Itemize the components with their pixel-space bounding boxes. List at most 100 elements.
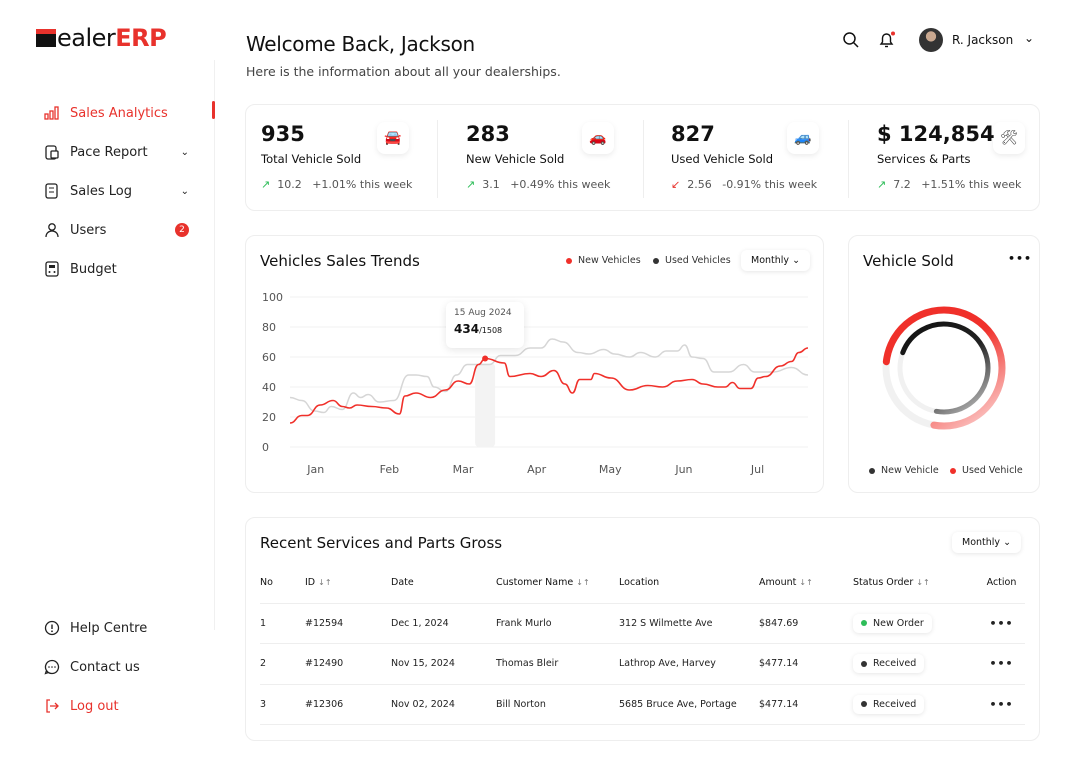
new-car-icon: 🚗 bbox=[582, 122, 614, 154]
sidebar-divider bbox=[214, 60, 215, 630]
used-vehicle-arc[interactable] bbox=[877, 301, 1011, 435]
row-actions-icon[interactable]: ••• bbox=[989, 657, 1014, 671]
stat-value: 827 bbox=[671, 122, 715, 146]
sort-icon[interactable]: ↓↑ bbox=[318, 578, 332, 588]
cell-amount: $847.69 bbox=[759, 603, 853, 644]
search-icon[interactable] bbox=[842, 31, 860, 52]
period-dropdown[interactable]: Monthly ⌄ bbox=[741, 250, 811, 271]
status-badge: Received bbox=[853, 654, 924, 673]
sidebar-item-budget[interactable]: Budget bbox=[44, 261, 189, 277]
tooltip-value: 434 bbox=[454, 322, 480, 336]
stat-change: +0.49% this week bbox=[510, 178, 611, 191]
row-actions-icon[interactable]: ••• bbox=[989, 616, 1014, 630]
series-line-used-vehicles[interactable] bbox=[289, 338, 809, 414]
stat-value: 283 bbox=[466, 122, 510, 146]
logo[interactable]: ealerERP bbox=[36, 24, 167, 52]
stat-label: Total Vehicle Sold bbox=[261, 152, 362, 166]
cell-customer: Frank Murlo bbox=[496, 603, 619, 644]
column-header: Date bbox=[391, 563, 496, 604]
card-title: Vehicle Sold bbox=[863, 252, 954, 270]
period-dropdown[interactable]: Monthly ⌄ bbox=[952, 532, 1022, 553]
series-line-new-vehicles[interactable] bbox=[289, 347, 809, 424]
column-header[interactable]: ID ↓↑ bbox=[305, 563, 391, 604]
sidebar-item-log-out[interactable]: Log out bbox=[44, 698, 189, 714]
column-header[interactable]: Amount ↓↑ bbox=[759, 563, 853, 604]
sidebar-item-label: Log out bbox=[70, 698, 119, 714]
stat-delta: 7.2 bbox=[893, 178, 911, 191]
card-title: Vehicles Sales Trends bbox=[260, 252, 420, 270]
trend-up-icon: ↗ bbox=[261, 178, 271, 191]
status-badge: New Order bbox=[853, 614, 932, 633]
sidebar-item-label: Sales Analytics bbox=[70, 105, 168, 121]
status-badge: Received bbox=[853, 695, 924, 714]
x-tick-label: Jun bbox=[674, 463, 692, 476]
clipboard-icon bbox=[44, 144, 60, 160]
stat-delta: 2.56 bbox=[687, 178, 712, 191]
y-tick-label: 100 bbox=[262, 291, 283, 304]
bell-icon[interactable] bbox=[877, 30, 897, 53]
cell-no: 3 bbox=[260, 684, 305, 725]
sidebar-item-users[interactable]: Users 2 bbox=[44, 222, 189, 238]
legend-new-vehicles[interactable]: New Vehicles bbox=[566, 255, 641, 266]
vehicle-sold-card bbox=[848, 235, 1040, 493]
card-title: Recent Services and Parts Gross bbox=[260, 534, 503, 552]
sort-icon[interactable]: ↓↑ bbox=[799, 578, 813, 588]
stat-delta: 10.2 bbox=[277, 178, 302, 191]
legend-used-vehicle: Used Vehicle bbox=[950, 465, 1023, 476]
sidebar-item-label: Contact us bbox=[70, 659, 140, 675]
row-actions-icon[interactable]: ••• bbox=[989, 697, 1014, 711]
sidebar-item-label: Budget bbox=[70, 261, 117, 277]
cell-amount: $477.14 bbox=[759, 643, 853, 685]
sidebar-item-contact-us[interactable]: Contact us bbox=[44, 659, 189, 675]
more-options-icon[interactable]: ••• bbox=[1008, 252, 1033, 265]
sidebar-item-pace-report[interactable]: Pace Report ⌄ bbox=[44, 144, 189, 160]
stat-label: Used Vehicle Sold bbox=[671, 152, 774, 166]
cell-id: #12306 bbox=[305, 684, 391, 725]
column-header: Action bbox=[978, 563, 1025, 604]
table-row[interactable]: 1 #12594 Dec 1, 2024 Frank Murlo 312 S Wilme… bbox=[260, 603, 1025, 644]
chevron-down-icon[interactable]: ⌄ bbox=[1024, 31, 1035, 45]
stat-1: 283 New Vehicle Sold ↗ 3.1 +0.49% this wee… bbox=[466, 122, 646, 191]
sidebar-item-sales-analytics[interactable]: Sales Analytics bbox=[44, 105, 189, 121]
sort-icon[interactable]: ↓↑ bbox=[576, 578, 590, 588]
stat-3: $ 124,854 Services & Parts ↗ 7.2 +1.51% th… bbox=[877, 122, 1057, 191]
line-chart: 0 20 40 60 80 100 Jan Feb Mar Apr May Jun Jul bbox=[262, 291, 809, 476]
divider bbox=[437, 120, 438, 198]
user-icon bbox=[44, 222, 60, 238]
cell-date: Nov 15, 2024 bbox=[391, 643, 496, 685]
sidebar-item-help-centre[interactable]: Help Centre bbox=[44, 620, 189, 636]
new-vehicle-arc[interactable] bbox=[893, 317, 995, 419]
trend-down-icon: ↙ bbox=[671, 178, 681, 191]
receipt-icon bbox=[44, 183, 60, 199]
column-header: No bbox=[260, 563, 305, 604]
stat-change: +1.51% this week bbox=[921, 178, 1022, 191]
calculator-icon bbox=[44, 261, 60, 277]
table-row[interactable]: 3 #12306 Nov 02, 2024 Bill Norton 5685 Bruce… bbox=[260, 684, 1025, 725]
stat-delta: 3.1 bbox=[482, 178, 500, 191]
chevron-down-icon[interactable]: ⌄ bbox=[180, 146, 189, 158]
table-row[interactable]: 2 #12490 Nov 15, 2024 Thomas Bleir Lathrop A… bbox=[260, 643, 1025, 685]
stats-card bbox=[245, 104, 1040, 211]
y-tick-label: 60 bbox=[262, 351, 276, 364]
column-header: Location bbox=[619, 563, 759, 604]
column-header[interactable]: Status Order ↓↑ bbox=[853, 563, 978, 604]
column-header[interactable]: Customer Name ↓↑ bbox=[496, 563, 619, 604]
tools-icon: 🛠 bbox=[993, 122, 1025, 154]
legend-new-vehicle: New Vehicle bbox=[869, 465, 939, 476]
logout-icon bbox=[44, 698, 60, 714]
services-table: No ID ↓↑ Date Customer Name ↓↑ Location Amoun… bbox=[260, 563, 1025, 725]
avatar[interactable] bbox=[919, 28, 943, 52]
stat-label: Services & Parts bbox=[877, 152, 971, 166]
divider bbox=[643, 120, 644, 198]
x-tick-label: Mar bbox=[453, 463, 474, 476]
chevron-down-icon[interactable]: ⌄ bbox=[180, 185, 189, 197]
cell-location: Lathrop Ave, Harvey bbox=[619, 643, 759, 685]
y-tick-label: 0 bbox=[262, 441, 269, 454]
legend-used-vehicles[interactable]: Used Vehicles bbox=[653, 255, 731, 266]
user-name[interactable]: R. Jackson bbox=[952, 33, 1014, 47]
data-point-marker[interactable] bbox=[482, 355, 489, 362]
trend-up-icon: ↗ bbox=[466, 178, 476, 191]
active-indicator bbox=[212, 101, 215, 119]
sort-icon[interactable]: ↓↑ bbox=[916, 578, 930, 588]
sidebar-item-sales-log[interactable]: Sales Log ⌄ bbox=[44, 183, 189, 199]
